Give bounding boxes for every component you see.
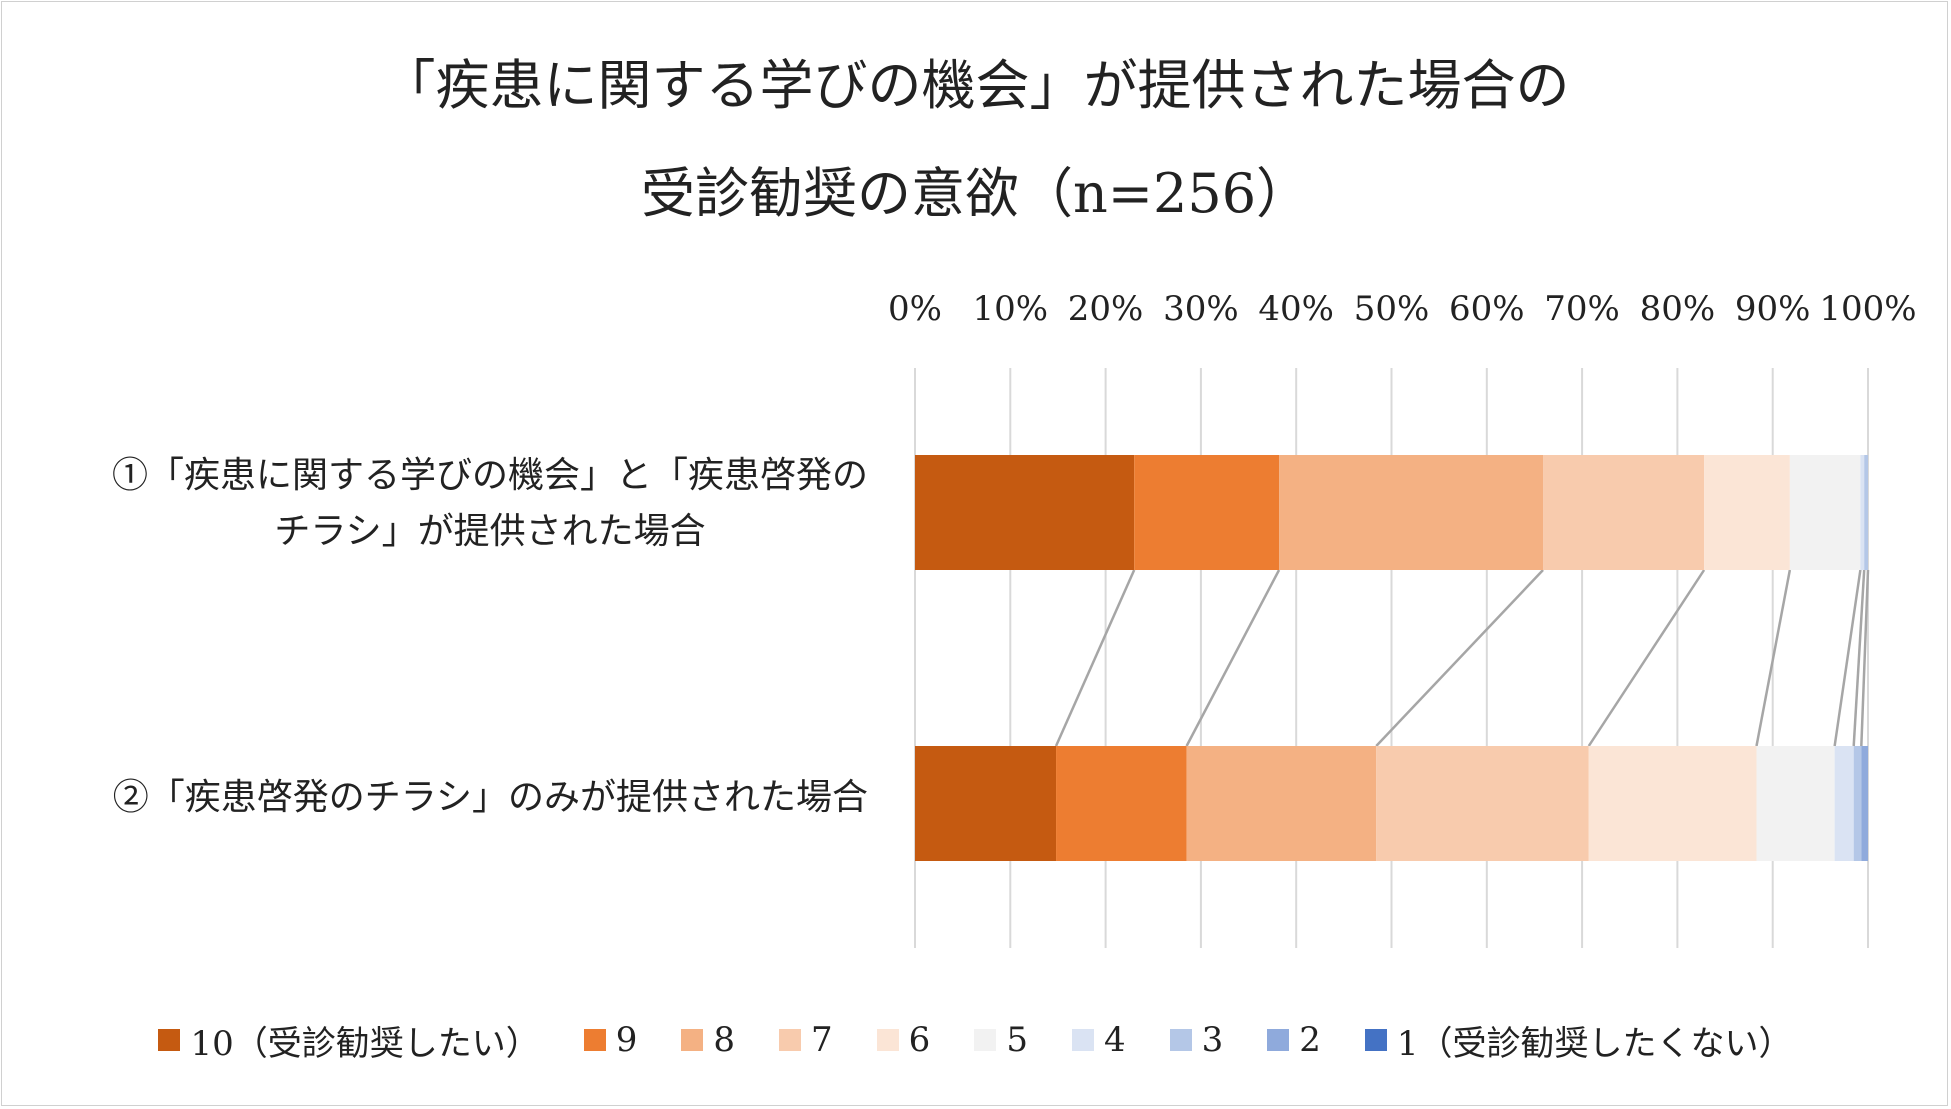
- legend-swatch: [583, 1029, 606, 1051]
- category-label-1: ①「疾患に関する学びの機会」と「疾患啓発の チラシ」が提供された場合: [112, 448, 868, 560]
- series-connector-line: [1833, 569, 1862, 747]
- bar-segment: [915, 455, 1135, 570]
- x-tick-label: 0%: [888, 289, 942, 329]
- legend-item: 9: [583, 1020, 638, 1060]
- series-connector-line: [1375, 569, 1544, 747]
- legend-swatch: [1169, 1029, 1192, 1051]
- x-tick-label: 70%: [1544, 289, 1620, 329]
- category-label-2: ②「疾患啓発のチラシ」のみが提供された場合: [113, 770, 868, 826]
- bar-segment: [1134, 455, 1280, 570]
- legend-item: 5: [974, 1020, 1028, 1060]
- legend-item: 3: [1169, 1020, 1224, 1060]
- legend-label: 4: [1103, 1020, 1126, 1060]
- x-tick-label: 80%: [1640, 289, 1716, 329]
- bar-segment: [1834, 746, 1854, 861]
- legend-label: 3: [1201, 1020, 1224, 1060]
- bar-segment: [1704, 455, 1790, 570]
- legend: 10（受診勧奨したい） 9 8 7 6 5 4 3 2 1（受診勧奨したくない）: [0, 1010, 1951, 1070]
- x-tick-label: 10%: [973, 289, 1049, 329]
- bars: [915, 455, 1868, 861]
- bar-segment: [1860, 455, 1865, 570]
- legend-item: 2: [1267, 1020, 1321, 1060]
- legend-label: 6: [908, 1020, 931, 1060]
- x-tick-label: 60%: [1449, 289, 1525, 329]
- x-tick-label: 90%: [1735, 289, 1811, 329]
- series-connector-line: [1054, 569, 1136, 747]
- bar-segment: [1864, 455, 1868, 570]
- x-tick-label: 50%: [1354, 289, 1430, 329]
- bar-segment: [1056, 746, 1187, 861]
- legend-swatch: [1364, 1029, 1387, 1051]
- legend-label: 9: [615, 1020, 638, 1060]
- category-label-2-line-1: ②「疾患啓発のチラシ」のみが提供された場合: [112, 777, 868, 818]
- legend-label: 5: [1006, 1020, 1028, 1060]
- bar-segment: [1376, 746, 1589, 861]
- legend-label: 7: [811, 1020, 833, 1060]
- x-tick-label: 100%: [1819, 289, 1916, 329]
- series-connector-line: [1860, 569, 1870, 747]
- bar-segment: [915, 746, 1057, 861]
- x-tick-labels: 0% 10% 20% 30% 40% 50% 60% 70% 80% 90% 100%: [888, 289, 1917, 329]
- series-connector-line: [1185, 569, 1281, 747]
- x-tick-label: 30%: [1163, 289, 1239, 329]
- bar-segment: [1588, 746, 1757, 861]
- legend-label: 8: [713, 1020, 736, 1060]
- legend-swatch: [158, 1029, 181, 1051]
- bar-segment: [1186, 746, 1377, 861]
- series-connector-line: [1755, 569, 1792, 747]
- x-tick-label: 20%: [1068, 289, 1144, 329]
- chart-title-line-1: 「疾患に関する学びの機会」が提供された場合の: [381, 54, 1570, 117]
- legend-label: 2: [1299, 1020, 1321, 1060]
- category-label-1-line-2: チラシ」が提供された場合: [274, 510, 706, 552]
- legend-item: 1（受診勧奨したくない）: [1364, 1016, 1793, 1065]
- bar-segment: [1789, 455, 1861, 570]
- series-connector-lines: [1054, 569, 1870, 747]
- legend-label: 1（受診勧奨したくない）: [1396, 1023, 1793, 1064]
- legend-item: 8: [681, 1020, 735, 1060]
- legend-swatch: [681, 1029, 704, 1051]
- bar-segment: [1543, 455, 1705, 570]
- legend-swatch: [1267, 1029, 1290, 1051]
- legend-item: 10（受診勧奨したい）: [158, 1016, 540, 1065]
- bar-segment: [1756, 746, 1835, 861]
- legend-item: 4: [1071, 1020, 1126, 1060]
- legend-label: 10（受診勧奨したい）: [190, 1023, 540, 1064]
- legend-swatch: [876, 1029, 899, 1051]
- bar-segment: [1853, 746, 1862, 861]
- x-tick-label: 40%: [1258, 289, 1334, 329]
- series-connector-line: [1587, 569, 1706, 747]
- bar-segment: [1861, 746, 1868, 861]
- legend-swatch: [974, 1029, 997, 1051]
- category-label-1-line-1: ①「疾患に関する学びの機会」と「疾患啓発の: [111, 455, 868, 496]
- bar-segment: [1279, 455, 1544, 570]
- series-connector-line: [1852, 569, 1866, 747]
- legend-swatch: [779, 1029, 802, 1051]
- chart-title-line-2: 受診勧奨の意欲（n=256）: [640, 162, 1311, 225]
- legend-item: 7: [779, 1020, 833, 1060]
- legend-swatch: [1071, 1029, 1094, 1051]
- legend-item: 6: [876, 1020, 931, 1060]
